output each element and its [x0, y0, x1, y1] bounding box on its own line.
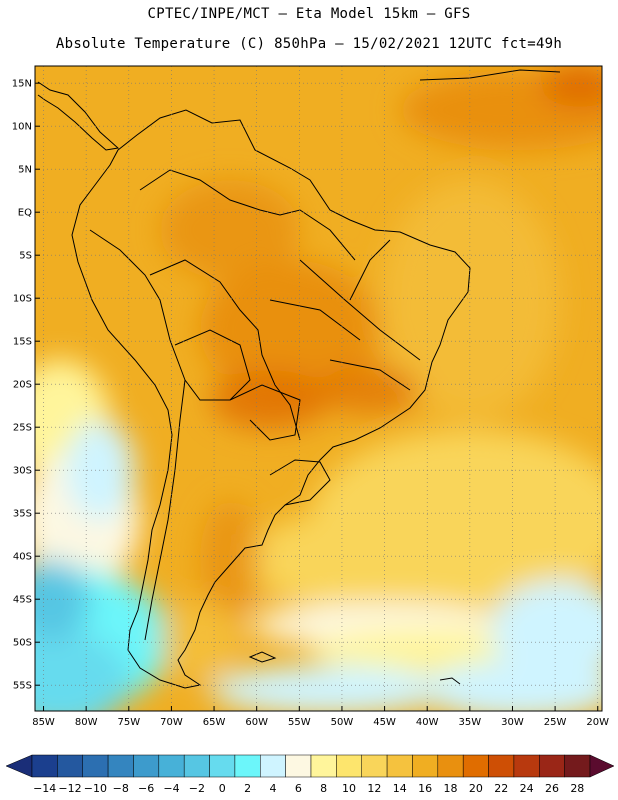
- lat-tick-label: 20S: [13, 380, 32, 391]
- colorbar-label: −8: [113, 782, 129, 795]
- colorbar-swatch: [336, 754, 362, 778]
- colorbar-swatch: [361, 754, 388, 778]
- colorbar-label: 6: [295, 782, 302, 795]
- colorbar-label: 4: [269, 782, 276, 795]
- colorbar-label: 28: [570, 782, 584, 795]
- colorbar-label: 20: [469, 782, 483, 795]
- colorbar-label: −2: [189, 782, 205, 795]
- colorbar-swatch: [285, 754, 312, 778]
- south-america-coastline: [71, 109, 471, 689]
- map-frame: [34, 65, 603, 712]
- colorbar-swatch: [437, 754, 464, 778]
- border-states: [269, 239, 421, 391]
- lon-tick-label: 70W: [160, 717, 183, 728]
- colorbar-label: −14: [33, 782, 56, 795]
- lat-lon-grid: [35, 66, 602, 711]
- caribbean-islands: [419, 69, 561, 81]
- lat-tick-label: 40S: [13, 552, 32, 563]
- colorbar-label: 12: [367, 782, 381, 795]
- border-brazil-west: [149, 259, 301, 441]
- coastline-and-borders: [37, 69, 561, 689]
- lat-tick-label: 10S: [13, 294, 32, 305]
- colorbar-swatch: [488, 754, 515, 778]
- falklands: [248, 651, 277, 663]
- lon-tick-label: 65W: [203, 717, 226, 728]
- lat-tick-label: 5S: [19, 251, 32, 262]
- lon-tick-label: 35W: [459, 717, 482, 728]
- colorbar-label: −12: [58, 782, 81, 795]
- colorbar-swatch: [183, 754, 210, 778]
- colorbar-swatch: [133, 754, 160, 778]
- border-amazon-north: [139, 169, 356, 261]
- lat-tick-label: 30S: [13, 466, 32, 477]
- colorbar-label: −10: [84, 782, 107, 795]
- colorbar-swatch: [107, 754, 134, 778]
- lat-tick-label: 25S: [13, 423, 32, 434]
- colorbar-label: 16: [418, 782, 432, 795]
- border-bolivia: [174, 329, 251, 401]
- colorbar-swatch: [539, 754, 565, 778]
- border-andes: [89, 229, 186, 641]
- temperature-field: [35, 66, 602, 711]
- lon-tick-label: 80W: [75, 717, 98, 728]
- lon-tick-label: 50W: [331, 717, 354, 728]
- border-paraguay: [229, 384, 301, 441]
- colorbar-swatch: [462, 754, 489, 778]
- lat-tick-label: 10N: [12, 122, 32, 133]
- colorbar-swatch: [209, 754, 236, 778]
- lon-tick-label: 85W: [32, 717, 55, 728]
- border-uruguay: [269, 459, 331, 506]
- colorbar-over-arrow: [589, 754, 615, 778]
- colorbar-label: 14: [393, 782, 407, 795]
- lon-tick-label: 55W: [288, 717, 311, 728]
- colorbar-label: 26: [545, 782, 559, 795]
- chart-title-line1: CPTEC/INPE/MCT – Eta Model 15km – GFS: [147, 6, 471, 22]
- lat-tick-label: 5N: [18, 165, 32, 176]
- colorbar-swatch: [412, 754, 439, 778]
- colorbar-label: 0: [219, 782, 226, 795]
- latitude-labels: 15N 10N 5N EQ 5S 10S 15S 20S 25S 30S 35S 40S 45S 50S 5…: [12, 79, 32, 692]
- lat-tick-label: 50S: [13, 638, 32, 649]
- lon-tick-label: 20W: [586, 717, 609, 728]
- lat-tick-label: 55S: [13, 681, 32, 692]
- colorbar-under-arrow: [5, 754, 33, 778]
- colorbar-swatch: [386, 754, 413, 778]
- colorbar-swatch: [260, 754, 286, 778]
- colorbar-swatch: [513, 754, 540, 778]
- colorbar-label: 2: [244, 782, 251, 795]
- colorbar-swatch: [158, 754, 185, 778]
- colorbar-swatch: [57, 754, 83, 778]
- colorbar-swatch: [310, 754, 337, 778]
- lon-tick-label: 75W: [117, 717, 140, 728]
- lat-tick-label: 15N: [12, 79, 32, 90]
- colorbar-swatch: [564, 754, 591, 778]
- colorbar-label: 18: [444, 782, 458, 795]
- lat-tick-label: 45S: [13, 595, 32, 606]
- lon-tick-label: 45W: [373, 717, 396, 728]
- colorbar-label: 10: [342, 782, 356, 795]
- colorbar-swatch: [31, 754, 58, 778]
- lat-tick-label: 35S: [13, 509, 32, 520]
- lon-tick-label: 30W: [501, 717, 524, 728]
- colorbar-swatch: [234, 754, 261, 778]
- chart-title-line2: Absolute Temperature (C) 850hPa – 15/02/…: [55, 36, 563, 52]
- colorbar-label: 22: [494, 782, 508, 795]
- colorbar-label: −4: [163, 782, 179, 795]
- colorbar-label: −6: [138, 782, 154, 795]
- lon-tick-label: 40W: [416, 717, 439, 728]
- longitude-labels: 85W 80W 75W 70W 65W 60W 55W 50W 45W 40W 35W 30W 25W 2…: [32, 717, 609, 728]
- colorbar: −14 −12 −10 −8 −6 −4 −2 0 2 4 6 8 10 12 14 16 18 20 22 24 26…: [5, 754, 615, 795]
- south-georgia: [439, 677, 461, 685]
- lat-tick-label: 15S: [13, 337, 32, 348]
- colorbar-label: 8: [320, 782, 327, 795]
- colorbar-swatch: [82, 754, 109, 778]
- lat-tick-label: EQ: [18, 208, 32, 219]
- central-america: [37, 81, 120, 151]
- lon-tick-label: 60W: [245, 717, 268, 728]
- lon-tick-label: 25W: [544, 717, 567, 728]
- colorbar-label: 24: [520, 782, 534, 795]
